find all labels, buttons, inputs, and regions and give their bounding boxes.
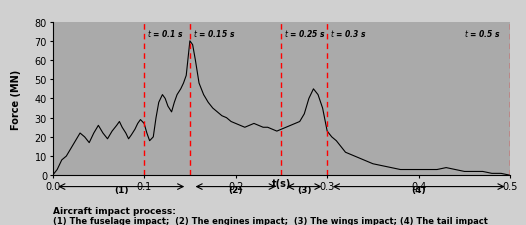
Text: Aircraft impact process:: Aircraft impact process: xyxy=(53,206,176,215)
Text: (4): (4) xyxy=(411,186,426,195)
Text: $t$ = 0.15 s: $t$ = 0.15 s xyxy=(193,28,235,39)
Text: $t$ = 0.1 s: $t$ = 0.1 s xyxy=(147,28,184,39)
Text: (2): (2) xyxy=(228,186,243,195)
Text: $t$ = 0.25 s: $t$ = 0.25 s xyxy=(284,28,326,39)
Y-axis label: Force (MN): Force (MN) xyxy=(11,69,21,129)
Text: (3): (3) xyxy=(297,186,311,195)
Text: $t$ = 0.5 s: $t$ = 0.5 s xyxy=(464,28,502,39)
Text: (1): (1) xyxy=(114,186,128,195)
Text: t(s): t(s) xyxy=(272,178,291,188)
Text: $t$ = 0.3 s: $t$ = 0.3 s xyxy=(330,28,367,39)
Text: (1) The fuselage impact;  (2) The engines impact;  (3) The wings impact; (4) The: (1) The fuselage impact; (2) The engines… xyxy=(53,216,488,225)
